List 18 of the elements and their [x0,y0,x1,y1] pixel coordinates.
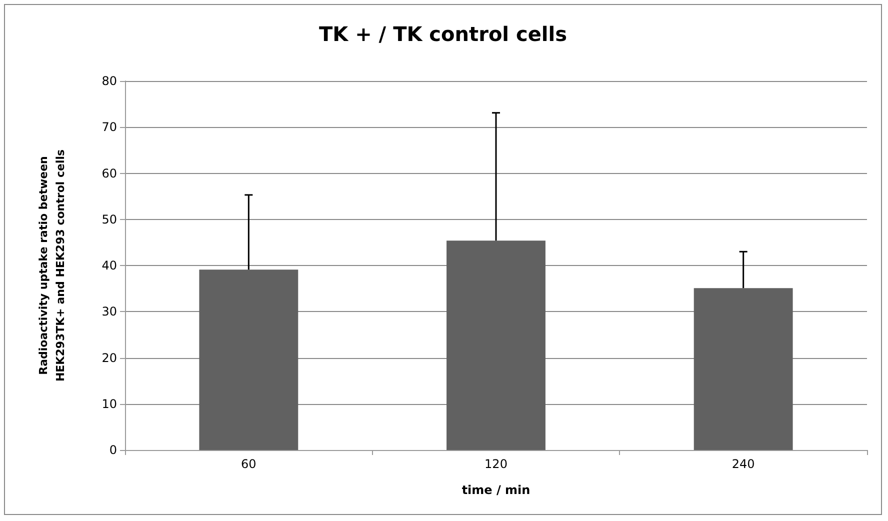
y-tick-label: 0 [109,443,117,457]
y-tick-label: 60 [102,166,117,180]
y-tick-label: 40 [102,258,117,272]
y-tick-label: 70 [102,120,117,134]
bar [199,270,298,450]
chart-title: TK + / TK control cells [318,22,568,46]
x-tick-label: 60 [241,457,256,471]
y-axis-title: Radioactivity uptake ratio between HEK293TK+ and HEK293 control cells [37,149,67,382]
y-tick-label: 20 [102,350,117,365]
y-tick-label: 10 [102,396,117,411]
y-tick-label: 80 [102,74,117,88]
bar [446,240,546,450]
bar [694,288,793,450]
y-tick-label: 30 [102,304,117,319]
x-tick-label: 120 [484,457,508,471]
x-axis-title: time / min [462,483,530,497]
x-tick-label: 240 [732,457,755,471]
y-tick-label: 50 [102,212,117,226]
